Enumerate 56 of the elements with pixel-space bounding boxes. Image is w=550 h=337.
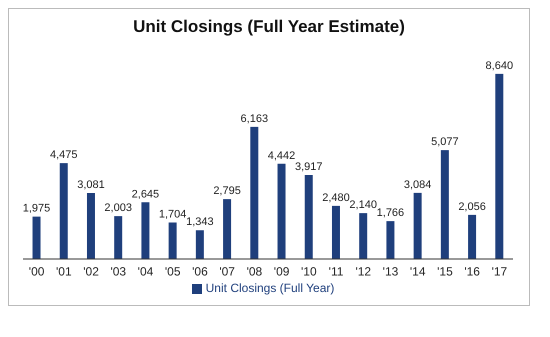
bar xyxy=(278,164,286,259)
x-tick-label: '12 xyxy=(355,264,372,279)
data-label: 2,003 xyxy=(104,202,132,214)
x-tick-label: '11 xyxy=(328,264,344,279)
data-label: 2,056 xyxy=(458,200,486,213)
bar xyxy=(223,199,232,259)
x-tick-label: '06 xyxy=(192,264,208,279)
x-tick-label: '17 xyxy=(492,264,508,279)
data-label: 3,917 xyxy=(294,161,323,174)
x-tick-label: '15 xyxy=(437,264,454,279)
bar xyxy=(304,175,313,259)
bar xyxy=(359,213,368,259)
x-tick-label: '09 xyxy=(274,264,290,279)
x-tick-label: '13 xyxy=(382,264,399,279)
bar xyxy=(141,202,150,259)
legend-label: Unit Closings (Full Year) xyxy=(206,281,334,295)
x-tick-label: '02 xyxy=(83,264,100,279)
x-tick-label: '14 xyxy=(410,264,426,279)
data-label: 8,640 xyxy=(486,60,514,72)
data-label: 3,084 xyxy=(404,178,432,191)
bar xyxy=(386,221,394,259)
chart-title: Unit Closings (Full Year Estimate) xyxy=(132,17,406,37)
x-tick-label: '05 xyxy=(164,264,181,279)
bar xyxy=(60,163,68,259)
bar xyxy=(440,150,449,259)
data-label: 4,442 xyxy=(268,150,296,162)
data-label: 1,766 xyxy=(376,207,404,220)
data-label: 1,975 xyxy=(22,202,50,215)
x-tick-label: '00 xyxy=(28,264,45,279)
data-label: 6,163 xyxy=(240,112,268,125)
data-label: 4,475 xyxy=(50,149,78,162)
x-tick-label: '07 xyxy=(219,264,236,279)
bar xyxy=(196,230,204,259)
data-label: 2,645 xyxy=(132,188,160,200)
data-label: 1,343 xyxy=(186,216,214,228)
data-label: 2,795 xyxy=(213,185,241,198)
x-tick-label: '10 xyxy=(301,264,317,279)
data-label: 1,704 xyxy=(158,208,186,220)
data-label: 5,077 xyxy=(431,136,459,148)
x-tick-label: '03 xyxy=(110,264,126,279)
x-tick-label: '04 xyxy=(138,264,154,279)
x-tick-label: '08 xyxy=(246,264,263,279)
data-label: 2,140 xyxy=(349,199,377,212)
data-label: 2,480 xyxy=(322,192,350,204)
bar xyxy=(168,222,177,259)
x-tick-label: '01 xyxy=(56,264,72,279)
bar xyxy=(32,216,41,259)
bar xyxy=(495,74,504,259)
bar xyxy=(250,126,258,259)
bar xyxy=(114,216,122,259)
x-tick-label: '16 xyxy=(464,264,480,279)
data-label: 3,081 xyxy=(77,178,105,191)
bar xyxy=(468,214,476,259)
bar xyxy=(86,192,95,259)
bar xyxy=(332,206,340,259)
bar xyxy=(414,192,422,259)
